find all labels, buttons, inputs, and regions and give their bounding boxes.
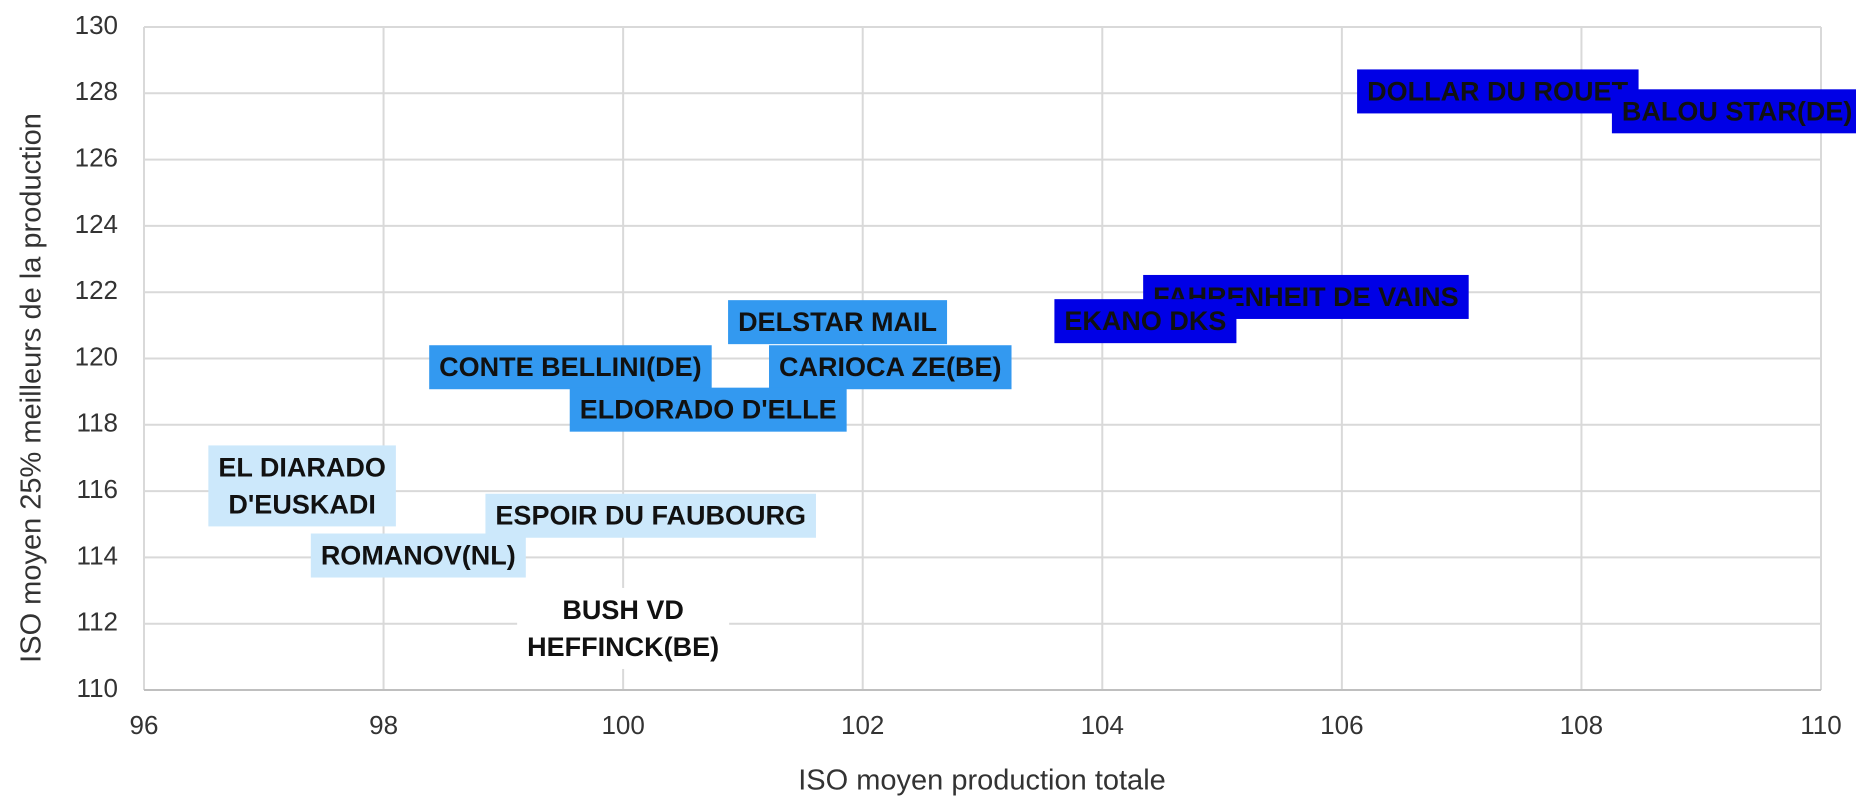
label-text: DELSTAR MAIL bbox=[738, 307, 937, 337]
label-text: CONTE BELLINI(DE) bbox=[439, 352, 702, 382]
y-tick-label: 110 bbox=[77, 673, 118, 703]
label-text: ELDORADO D'ELLE bbox=[580, 395, 837, 425]
y-tick-label: 130 bbox=[75, 10, 118, 40]
label-box bbox=[208, 445, 396, 527]
label-box bbox=[517, 587, 730, 669]
data-label: CARIOCA ZE(BE) bbox=[769, 345, 1012, 390]
y-axis-title: ISO moyen 25% meilleurs de la production bbox=[16, 113, 48, 663]
data-label: BALOU STAR(DE) bbox=[1611, 89, 1856, 134]
label-text: EL DIARADO bbox=[218, 452, 386, 482]
x-axis-title: ISO moyen production totale bbox=[798, 765, 1166, 797]
label-text: BUSH VD bbox=[562, 595, 684, 625]
y-tick-label: 120 bbox=[75, 341, 118, 371]
data-label: ESPOIR DU FAUBOURG bbox=[485, 493, 816, 538]
data-label: EKANO DKS bbox=[1054, 299, 1237, 344]
label-box bbox=[429, 345, 712, 390]
x-tick-label: 100 bbox=[601, 710, 644, 740]
data-label: DELSTAR MAIL bbox=[728, 300, 948, 345]
x-tick-label: 110 bbox=[1800, 710, 1841, 740]
label-text: BALOU STAR(DE) bbox=[1622, 96, 1852, 126]
label-box bbox=[310, 533, 526, 578]
y-tick-label: 126 bbox=[75, 142, 118, 172]
data-label: ELDORADO D'ELLE bbox=[569, 387, 847, 432]
x-tick-label: 96 bbox=[130, 710, 159, 740]
label-box bbox=[769, 345, 1012, 390]
y-tick-label: 124 bbox=[75, 209, 118, 239]
label-text: ESPOIR DU FAUBOURG bbox=[495, 501, 806, 531]
x-tick-label: 102 bbox=[841, 710, 884, 740]
label-box bbox=[728, 300, 948, 345]
y-tick-label: 112 bbox=[77, 607, 118, 637]
data-label: EL DIARADO D'EUSKADI bbox=[208, 445, 396, 527]
data-label: BUSH VD HEFFINCK(BE) bbox=[517, 587, 730, 669]
x-tick-label: 98 bbox=[369, 710, 398, 740]
label-text: ROMANOV(NL) bbox=[321, 541, 516, 571]
data-label: ROMANOV(NL) bbox=[310, 533, 526, 578]
data-label: DOLLAR DU ROUET bbox=[1357, 69, 1639, 114]
label-text: EKANO DKS bbox=[1064, 306, 1226, 336]
x-tick-label: 108 bbox=[1560, 710, 1603, 740]
label-text: CARIOCA ZE(BE) bbox=[779, 352, 1002, 382]
label-box bbox=[485, 493, 816, 538]
label-box bbox=[1611, 89, 1856, 134]
label-box bbox=[1054, 299, 1237, 344]
y-tick-label: 128 bbox=[75, 76, 118, 106]
y-tick-label: 118 bbox=[77, 408, 118, 438]
x-tick-label: 106 bbox=[1320, 710, 1363, 740]
label-text: DOLLAR DU ROUET bbox=[1367, 76, 1628, 106]
label-box bbox=[569, 387, 847, 432]
x-tick-label: 104 bbox=[1081, 710, 1124, 740]
label-box bbox=[1357, 69, 1639, 114]
y-tick-label: 122 bbox=[75, 275, 118, 305]
label-text: D'EUSKADI bbox=[228, 489, 375, 519]
data-label: CONTE BELLINI(DE) bbox=[429, 345, 712, 390]
y-tick-label: 114 bbox=[77, 540, 118, 570]
label-text: HEFFINCK(BE) bbox=[527, 632, 719, 662]
y-tick-label: 116 bbox=[77, 474, 118, 504]
